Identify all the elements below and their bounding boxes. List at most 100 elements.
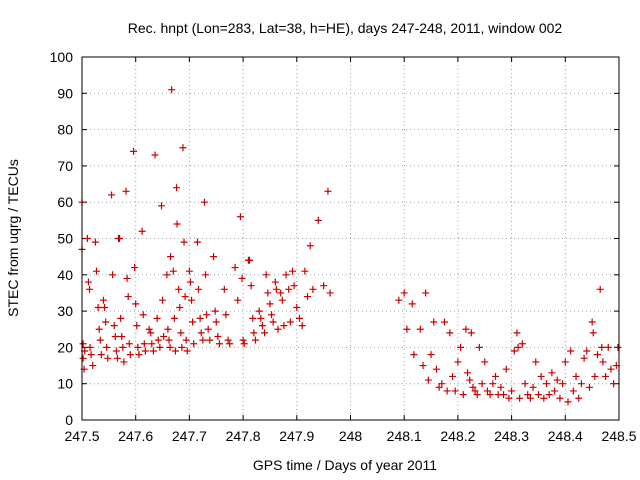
data-point (298, 322, 306, 330)
data-point (164, 325, 172, 333)
data-point (543, 380, 551, 388)
data-point (195, 285, 203, 293)
data-point (79, 340, 87, 348)
data-point (83, 235, 91, 242)
data-point (79, 354, 87, 362)
data-point (537, 372, 545, 380)
data-point (167, 253, 175, 261)
data-point (502, 365, 510, 373)
data-point (189, 318, 197, 326)
data-point (196, 314, 204, 322)
data-point (250, 329, 258, 337)
data-point (113, 354, 121, 362)
data-point (469, 383, 477, 391)
y-tick-label: 90 (57, 85, 73, 101)
data-point (575, 394, 583, 402)
data-point (280, 322, 288, 330)
data-point (238, 274, 246, 282)
data-point (518, 340, 526, 348)
data-point (203, 311, 211, 319)
data-point (500, 391, 508, 399)
data-point (126, 351, 134, 359)
data-point (130, 147, 138, 155)
data-point (97, 351, 105, 359)
x-tick-label: 248.3 (494, 428, 529, 444)
data-point (182, 336, 190, 344)
data-point (210, 253, 218, 261)
data-point (122, 187, 130, 195)
data-point (96, 336, 104, 344)
data-point (153, 314, 161, 322)
x-tick-label: 248.2 (440, 428, 475, 444)
data-point (214, 333, 222, 341)
data-point (274, 325, 282, 333)
x-tick-label: 247.7 (172, 428, 207, 444)
data-point (596, 285, 604, 293)
data-point (416, 325, 424, 333)
grid-lines (82, 57, 619, 420)
data-point (486, 391, 494, 399)
data-point (160, 333, 168, 341)
data-point (231, 264, 239, 272)
data-point (282, 271, 290, 279)
data-point (314, 216, 322, 224)
data-point (548, 369, 556, 377)
data-point (147, 329, 155, 337)
data-point (247, 282, 255, 290)
data-point (156, 343, 164, 351)
data-point (466, 376, 474, 384)
data-point (166, 343, 174, 351)
data-point (169, 267, 177, 275)
data-point (432, 365, 440, 373)
y-tick-label: 80 (57, 122, 73, 138)
data-point (190, 340, 198, 348)
data-point (269, 318, 277, 326)
data-point (193, 238, 201, 246)
data-point (251, 336, 259, 344)
data-point (289, 267, 297, 275)
data-point (102, 318, 110, 326)
data-point (125, 340, 133, 348)
data-point (258, 322, 266, 330)
data-point (171, 347, 179, 355)
data-point (585, 383, 593, 391)
data-point (95, 325, 103, 333)
data-point (118, 333, 126, 341)
data-point (446, 329, 454, 337)
data-point (133, 322, 141, 330)
x-tick-label: 248 (339, 428, 363, 444)
y-tick-label: 100 (50, 49, 74, 65)
data-point (179, 144, 187, 152)
data-point (540, 394, 548, 402)
x-axis-label: GPS time / Days of year 2011 (253, 457, 437, 473)
data-point (561, 358, 569, 366)
data-point (403, 325, 411, 333)
data-point (556, 394, 564, 402)
data-point (598, 343, 606, 351)
data-point (257, 314, 265, 322)
data-point (157, 202, 165, 210)
data-point (295, 314, 303, 322)
y-tick-label: 0 (65, 412, 73, 428)
data-point (108, 191, 116, 199)
data-point (599, 358, 607, 366)
x-tick-label: 247.9 (279, 428, 314, 444)
data-point (408, 300, 416, 308)
data-point (168, 86, 176, 94)
data-point (204, 325, 212, 333)
data-point (239, 336, 247, 344)
data-point (220, 285, 228, 293)
data-point (526, 394, 534, 402)
data-point (473, 391, 481, 399)
x-tick-label: 247.6 (118, 428, 153, 444)
data-point (138, 227, 146, 235)
data-point (277, 289, 285, 297)
data-point (604, 343, 612, 351)
data-point (454, 358, 462, 366)
data-point (324, 187, 332, 195)
data-point (145, 325, 153, 333)
data-point (591, 372, 599, 380)
data-point (159, 296, 167, 304)
data-point (510, 347, 518, 355)
data-point (395, 296, 403, 304)
